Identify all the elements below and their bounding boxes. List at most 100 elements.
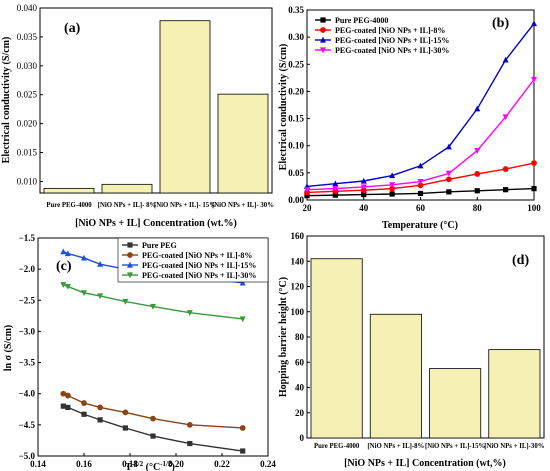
- panel-b-y-axis-label: Electrical conductivity (S/cm): [278, 44, 289, 171]
- data-point: [332, 180, 339, 187]
- y-tick-label: 0.05: [288, 168, 304, 178]
- data-point: [64, 283, 71, 290]
- y-tick-label: 100: [291, 307, 305, 317]
- y-tick-label: 140: [291, 256, 305, 266]
- data-point: [474, 188, 480, 194]
- y-tick-label: 0.35: [288, 5, 304, 15]
- data-point: [417, 178, 424, 185]
- y-tick-label: 0.040: [17, 3, 38, 13]
- x-tick-label: [NiO NPs + IL]- 15%: [154, 202, 216, 209]
- data-point: [60, 403, 66, 409]
- data-point: [239, 279, 246, 286]
- y-tick-label: 120: [291, 282, 305, 292]
- data-point: [65, 404, 71, 411]
- x-tick-label: 0.18: [122, 459, 138, 469]
- data-point: [502, 56, 509, 63]
- x-tick-label: 0.20: [168, 459, 184, 469]
- panel-a-y-axis-label: Electrical conductivity (S/cm): [1, 37, 12, 164]
- data-point: [122, 298, 129, 305]
- data-point: [150, 433, 156, 439]
- legend-entry: Pure PEG: [142, 241, 177, 250]
- legend-marker: [320, 17, 326, 23]
- panel-d-letter: (d): [512, 253, 529, 268]
- data-point: [417, 182, 424, 189]
- x-tick-label: [NiO NPs + IL]-30%: [484, 443, 545, 450]
- panel-c-y-axis-label: ln σ (S/cm): [3, 325, 14, 372]
- data-point: [186, 310, 193, 316]
- data-point: [304, 187, 310, 193]
- data-point: [150, 415, 156, 422]
- data-point: [65, 392, 71, 399]
- legend-entry: PEG-coated [NiO NPs + IL]-8%: [335, 26, 445, 35]
- x-tick-label: 100: [527, 203, 541, 213]
- data-point: [150, 303, 156, 310]
- data-point: [445, 176, 452, 183]
- y-tick-label: −3.5: [19, 358, 36, 368]
- y-tick-label: 80: [295, 332, 305, 342]
- data-point: [474, 105, 481, 112]
- x-tick-label: [NiO NPs + IL]- 30%: [212, 202, 274, 209]
- panel-c-x-label-unit-a: (°C: [143, 462, 160, 471]
- bar: [310, 258, 363, 439]
- panel-c-x-label-unit-b: ): [171, 462, 174, 471]
- panel-b-letter: (b): [492, 16, 509, 31]
- legend-entry: PEG-coated [NiO NPs + IL]-8%: [142, 251, 252, 260]
- data-point: [64, 250, 71, 257]
- y-tick-label: −4.5: [19, 420, 36, 430]
- x-tick-label: 0.16: [76, 459, 92, 469]
- y-tick-label: 40: [295, 383, 305, 393]
- panel-c-x-label-sup: -1/2: [132, 460, 144, 468]
- legend-entry: PEG-coated [NiO NPs + IL]-30%: [142, 271, 256, 280]
- bar: [217, 93, 269, 194]
- series-line: [63, 393, 243, 429]
- series-line: [306, 79, 535, 191]
- y-tick-label: 0.010: [17, 176, 38, 186]
- data-point: [97, 260, 104, 267]
- x-tick-label: Pure PEG-4000: [46, 202, 92, 209]
- panel-c-letter: (c): [56, 259, 72, 274]
- panel-d-y-axis-label: Hopping barrier height (°C): [278, 277, 289, 397]
- x-tick-label: 0.14: [30, 459, 46, 469]
- data-point: [304, 193, 310, 199]
- data-point: [474, 148, 481, 154]
- data-point: [417, 190, 424, 197]
- x-tick-label: [NiO NPs + IL]-8%: [367, 443, 424, 450]
- series-line: [63, 284, 243, 320]
- y-tick-label: 0.035: [17, 32, 38, 42]
- x-tick-label: 40: [359, 203, 369, 213]
- data-point: [389, 185, 396, 192]
- data-point: [332, 192, 338, 198]
- bar: [369, 313, 422, 439]
- y-tick-label: −2.0: [19, 264, 36, 274]
- y-tick-label: −4.0: [19, 389, 36, 399]
- data-point: [361, 191, 367, 198]
- panel-d-bar-chart: 0 20 40 60 80 100 120 140 160 Pure PEG-4000 [NiO …: [278, 231, 545, 469]
- data-point: [239, 316, 246, 323]
- bar: [101, 183, 153, 194]
- bar: [429, 368, 482, 439]
- legend-marker: [320, 36, 326, 43]
- data-point: [446, 189, 452, 195]
- y-tick-label: −3.0: [19, 326, 36, 336]
- data-point: [81, 290, 87, 297]
- data-point: [531, 76, 537, 83]
- y-tick-label: 0.20: [288, 86, 304, 96]
- panel-d-x-ticks: Pure PEG-4000 [NiO NPs + IL]-8% [NiO NPs +…: [314, 443, 545, 450]
- y-tick-label: 0: [300, 433, 305, 443]
- panel-a-bar-chart: 0.010 0.015 0.020 0.025 0.030 0.035 0.040 Pure…: [1, 3, 274, 229]
- data-point: [332, 186, 339, 192]
- data-point: [531, 20, 537, 27]
- x-tick-label: Pure PEG-4000: [314, 443, 360, 450]
- legend-marker: [127, 272, 133, 279]
- panel-c-line-chart: −5.0−4.5−4.0−3.5−3.0−2.5−2.0−1.5 0.14 0.1…: [3, 233, 276, 471]
- panel-d-x-axis-label: [NiO NPs + IL] Concentration (wt,%): [344, 458, 506, 469]
- x-tick-label: 20: [303, 203, 313, 213]
- data-point: [97, 293, 104, 300]
- panel-b-y-ticks: 0.00 0.05 0.10 0.15 0.20 0.25 0.30 0.35: [288, 5, 310, 205]
- panel-c-series: [60, 248, 246, 454]
- data-point: [60, 282, 67, 288]
- data-point: [81, 400, 87, 406]
- data-point: [417, 162, 424, 169]
- panel-a-plot-frame: [39, 7, 273, 194]
